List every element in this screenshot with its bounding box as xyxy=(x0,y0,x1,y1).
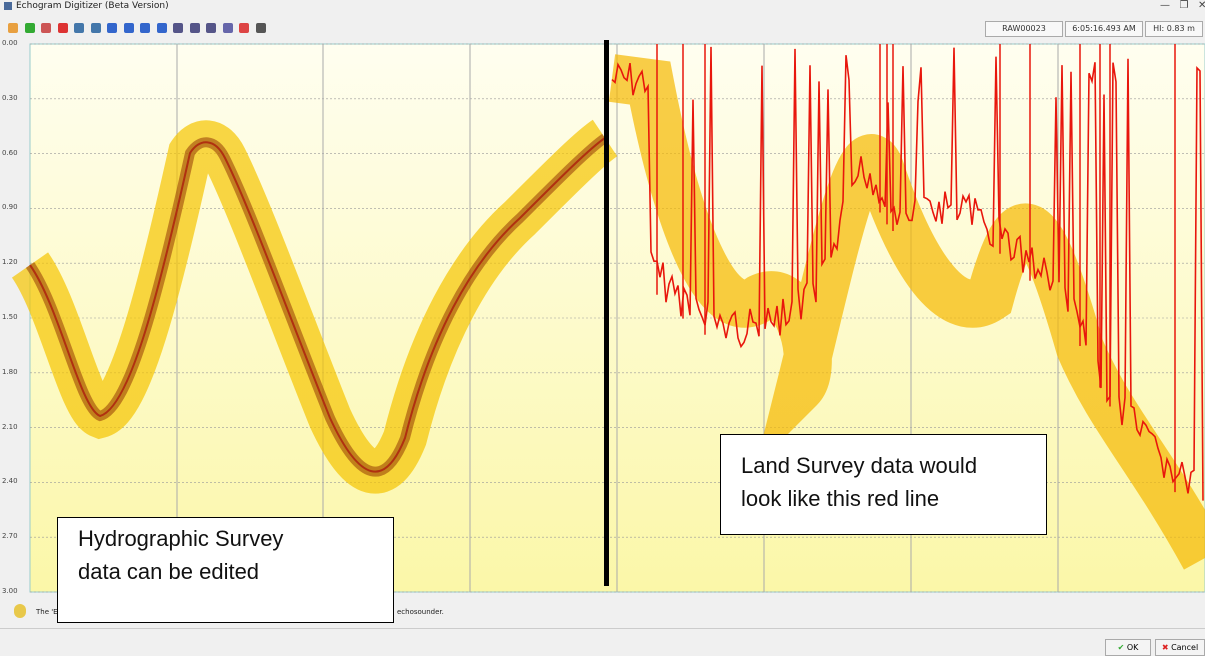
window-title: Echogram Digitizer (Beta Version) xyxy=(16,0,169,12)
toolbar-button[interactable] xyxy=(206,23,216,33)
toolbar-button[interactable] xyxy=(223,23,233,33)
app-icon xyxy=(4,2,12,10)
depth-tick-label: 1.20 xyxy=(2,258,28,266)
depth-tick-label: 2.10 xyxy=(2,423,28,431)
toolbar-button[interactable] xyxy=(140,23,150,33)
annotation-line: data can be edited xyxy=(78,555,373,588)
toolbar-button[interactable] xyxy=(8,23,18,33)
hint-icon xyxy=(14,604,26,618)
toolbar-button[interactable] xyxy=(190,23,200,33)
ok-button[interactable]: ✔ OK xyxy=(1105,639,1151,656)
cancel-icon: ✖ xyxy=(1162,643,1171,652)
depth-tick-label: 0.90 xyxy=(2,203,28,211)
depth-tick-label: 2.40 xyxy=(2,477,28,485)
annotation-left: Hydrographic Survey data can be edited xyxy=(57,517,394,623)
depth-tick-label: 3.00 xyxy=(2,587,28,595)
toolbar-button[interactable] xyxy=(173,23,183,33)
toolbar-button[interactable] xyxy=(107,23,117,33)
annotation-line: Hydrographic Survey xyxy=(78,522,373,555)
status-message: The 'E xyxy=(36,608,58,616)
depth-tick-label: 0.00 xyxy=(2,39,28,47)
cancel-button[interactable]: ✖ Cancel xyxy=(1155,639,1205,656)
separator xyxy=(0,628,1205,629)
toolbar-button[interactable] xyxy=(239,23,249,33)
annotation-right: Land Survey data would look like this re… xyxy=(720,434,1047,535)
cancel-label: Cancel xyxy=(1171,643,1198,652)
time-field: 6:05:16.493 AM xyxy=(1065,21,1143,37)
hi-field: HI: 0.83 m xyxy=(1145,21,1203,37)
toolbar-button[interactable] xyxy=(256,23,266,33)
annotation-line: look like this red line xyxy=(741,482,1026,515)
depth-tick-label: 1.80 xyxy=(2,368,28,376)
toolbar-button[interactable] xyxy=(74,23,84,33)
toolbar-button[interactable] xyxy=(25,23,35,33)
toolbar-button[interactable] xyxy=(157,23,167,33)
status-message: echosounder. xyxy=(397,608,444,616)
window-controls[interactable]: — ❐ ✕ xyxy=(1160,0,1205,11)
ok-label: OK xyxy=(1127,643,1139,652)
toolbar-button[interactable] xyxy=(58,23,68,33)
depth-tick-label: 2.70 xyxy=(2,532,28,540)
toolbar-button[interactable] xyxy=(41,23,51,33)
depth-tick-label: 0.60 xyxy=(2,149,28,157)
divider xyxy=(604,40,609,586)
annotation-line: Land Survey data would xyxy=(741,449,1026,482)
toolbar-button[interactable] xyxy=(124,23,134,33)
ok-icon: ✔ xyxy=(1118,643,1127,652)
depth-tick-label: 0.30 xyxy=(2,94,28,102)
toolbar-button[interactable] xyxy=(91,23,101,33)
file-field: RAW00023 xyxy=(985,21,1063,37)
app-window: Echogram Digitizer (Beta Version) — ❐ ✕ … xyxy=(0,0,1205,654)
depth-tick-label: 1.50 xyxy=(2,313,28,321)
